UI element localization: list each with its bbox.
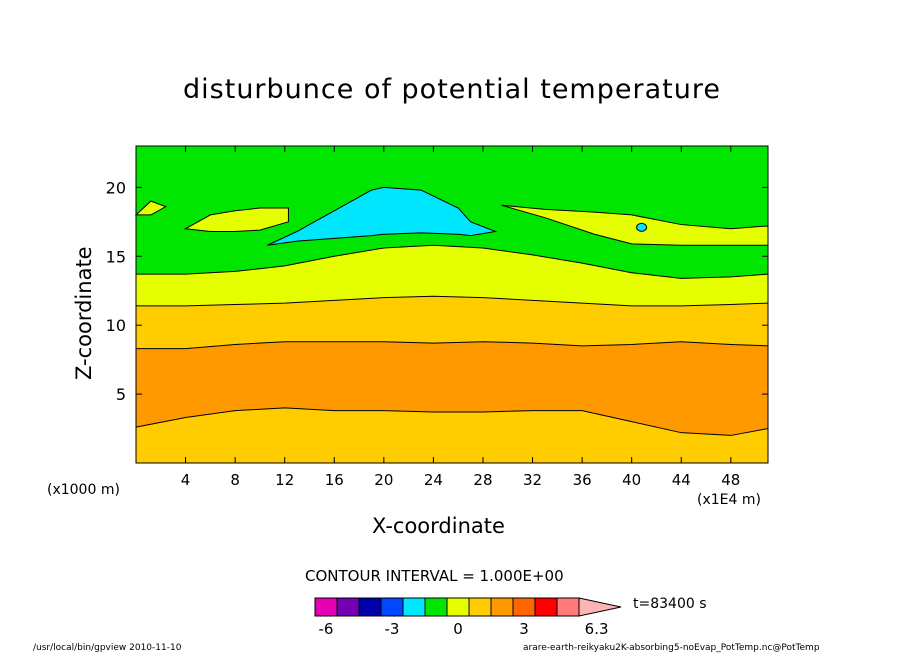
y-tick-label: 5 — [116, 385, 126, 404]
y-tick-label: 15 — [106, 247, 126, 266]
z-unit-label: (x1000 m) — [47, 482, 120, 498]
contour-line-yellow-top — [136, 244, 769, 279]
region-yellow-patch-0 — [183, 207, 289, 232]
y-tick-label: 20 — [106, 178, 126, 197]
colorbar-tick-label: 6.3 — [585, 620, 609, 638]
contour-interval-label: CONTOUR INTERVAL = 1.000E+00 — [305, 567, 564, 585]
x-tick-label: 16 — [325, 471, 344, 489]
y-tick-label: 10 — [106, 316, 126, 335]
x-tick-label: 4 — [181, 471, 191, 489]
colorbar-box — [402, 597, 426, 617]
x-tick-label: 20 — [374, 471, 393, 489]
colorbar-box — [314, 597, 338, 617]
colorbar-tick-label: 0 — [453, 620, 463, 638]
chart-title: disturbunce of potential temperature — [183, 74, 721, 105]
x-axis-ticks: 4 8 12 16 20 24 28 32 36 40 44 48 — [181, 146, 740, 489]
y-axis-label: Z-coordinate — [72, 246, 96, 380]
colorbar-box — [424, 597, 448, 617]
colorbar: -6 -3 0 3 6.3 — [314, 597, 622, 638]
region-cyan-spot — [636, 222, 648, 232]
footer-command: /usr/local/bin/gpview 2010-11-10 — [33, 643, 182, 653]
colorbar-tick-label: -6 — [319, 620, 334, 638]
x-tick-label: 36 — [573, 471, 592, 489]
plot-area — [134, 146, 769, 463]
region-yellow-patch-2 — [134, 200, 167, 216]
contour-line-yellow-bottom — [136, 295, 769, 307]
x-axis-label: X-coordinate — [372, 514, 505, 538]
footer-file: arare-earth-reikyaku2K-absorbing5-noEvap… — [523, 643, 820, 653]
colorbar-box — [380, 597, 404, 617]
x-unit-label: (x1E4 m) — [697, 492, 761, 508]
x-tick-label: 48 — [721, 471, 740, 489]
y-axis-ticks: 5 10 15 20 — [106, 178, 768, 404]
colorbar-box — [556, 597, 580, 617]
colorbar-box — [358, 597, 382, 617]
colorbar-box — [490, 597, 514, 617]
colorbar-arrow — [578, 597, 622, 617]
colorbar-box — [534, 597, 558, 617]
plot-frame — [135, 145, 769, 464]
time-label: t=83400 s — [633, 596, 707, 612]
x-tick-label: 28 — [473, 471, 492, 489]
x-tick-label: 40 — [622, 471, 641, 489]
x-tick-label: 8 — [230, 471, 240, 489]
region-cyan — [267, 186, 498, 246]
colorbar-tick-label: -3 — [385, 620, 400, 638]
colorbar-box — [512, 597, 536, 617]
colorbar-tick-label: 3 — [519, 620, 529, 638]
x-tick-label: 32 — [523, 471, 542, 489]
x-tick-label: 24 — [424, 471, 443, 489]
x-tick-label: 12 — [275, 471, 294, 489]
colorbar-box — [446, 597, 470, 617]
x-tick-label: 44 — [672, 471, 691, 489]
colorbar-box — [336, 597, 360, 617]
colorbar-box — [468, 597, 492, 617]
